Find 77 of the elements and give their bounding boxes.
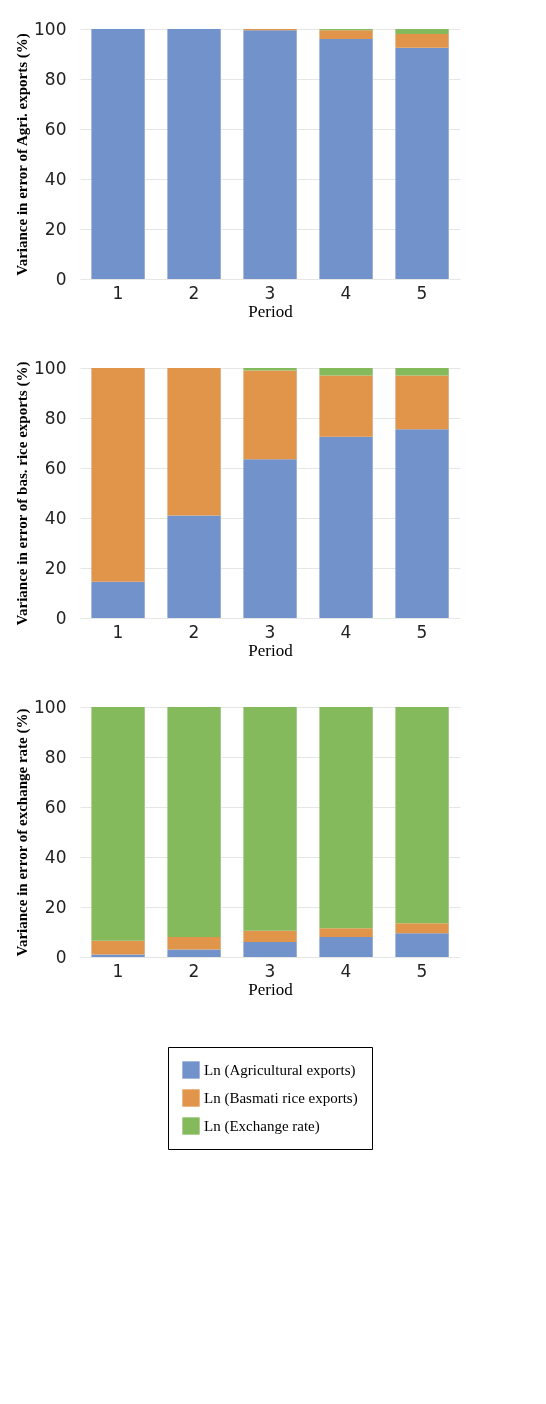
y-tick-label: 60 xyxy=(44,796,67,817)
y-axis-title: Variance in error of exchange rate (%) xyxy=(14,708,32,957)
y-tick-label: 80 xyxy=(44,68,67,89)
y-tick-label: 80 xyxy=(44,407,67,428)
bar xyxy=(243,707,297,931)
y-tick-label: 40 xyxy=(44,846,67,867)
x-tick-label: 5 xyxy=(416,960,428,981)
y-tick-label: 40 xyxy=(44,168,67,189)
bar xyxy=(167,949,221,957)
y-tick-label: 80 xyxy=(44,746,67,767)
y-tick-label: 100 xyxy=(34,357,67,378)
bar xyxy=(395,375,449,430)
x-tick-label: 3 xyxy=(264,960,276,981)
bar xyxy=(319,39,373,279)
bar xyxy=(91,707,145,941)
x-tick-label: 1 xyxy=(112,282,124,303)
bar xyxy=(319,707,373,929)
y-tick-label: 100 xyxy=(34,696,67,717)
x-tick-label: 2 xyxy=(188,621,200,642)
bar xyxy=(91,940,145,955)
x-axis-title: Period xyxy=(248,640,294,660)
y-tick-label: 60 xyxy=(44,457,67,478)
x-tick-label: 5 xyxy=(416,282,428,303)
bar xyxy=(167,29,221,279)
bar xyxy=(243,30,297,279)
x-tick-label: 5 xyxy=(416,621,428,642)
bar xyxy=(167,937,221,950)
bar xyxy=(395,29,449,34)
bar xyxy=(243,942,297,957)
bar xyxy=(167,707,221,937)
bar xyxy=(243,459,297,618)
y-tick-label: 20 xyxy=(44,896,67,917)
x-tick-label: 4 xyxy=(340,621,352,642)
bar xyxy=(319,368,373,376)
bar xyxy=(319,375,373,437)
x-tick-label: 3 xyxy=(264,282,276,303)
x-tick-label: 2 xyxy=(188,960,200,981)
y-tick-label: 100 xyxy=(34,18,67,39)
y-tick-label: 40 xyxy=(44,507,67,528)
bar xyxy=(319,937,373,957)
y-tick-label: 0 xyxy=(55,268,67,289)
bar xyxy=(395,933,449,957)
bar xyxy=(243,930,297,942)
legend-label: Ln (Exchange rate) xyxy=(204,1118,320,1135)
legend-label: Ln (Basmati rice exports) xyxy=(204,1090,358,1107)
bar xyxy=(243,370,297,460)
bar xyxy=(395,368,449,376)
x-tick-label: 1 xyxy=(112,960,124,981)
bar xyxy=(167,515,221,618)
bar xyxy=(319,30,373,39)
x-tick-label: 4 xyxy=(340,960,352,981)
bar xyxy=(91,29,145,279)
y-axis-title: Variance in error of bas. rice exports (%) xyxy=(14,361,32,626)
y-tick-label: 60 xyxy=(44,118,67,139)
bar xyxy=(167,368,221,516)
y-tick-label: 0 xyxy=(55,946,67,967)
y-tick-label: 20 xyxy=(44,218,67,239)
bar xyxy=(91,368,145,582)
bar xyxy=(395,923,449,934)
y-tick-label: 0 xyxy=(55,607,67,628)
x-tick-label: 3 xyxy=(264,621,276,642)
x-tick-label: 4 xyxy=(340,282,352,303)
y-tick-label: 20 xyxy=(44,557,67,578)
y-axis-title: Variance in error of Agri. exports (%) xyxy=(14,33,32,276)
bar xyxy=(395,707,449,924)
bar xyxy=(395,34,449,48)
bar xyxy=(395,47,449,279)
x-tick-label: 1 xyxy=(112,621,124,642)
x-axis-title: Period xyxy=(248,301,294,321)
x-axis-title: Period xyxy=(248,979,294,999)
bar xyxy=(319,436,373,618)
bar xyxy=(395,429,449,618)
bar xyxy=(91,581,145,618)
x-tick-label: 2 xyxy=(188,282,200,303)
legend-label: Ln (Agricultural exports) xyxy=(204,1062,356,1079)
bar xyxy=(319,928,373,937)
bar xyxy=(243,368,297,371)
